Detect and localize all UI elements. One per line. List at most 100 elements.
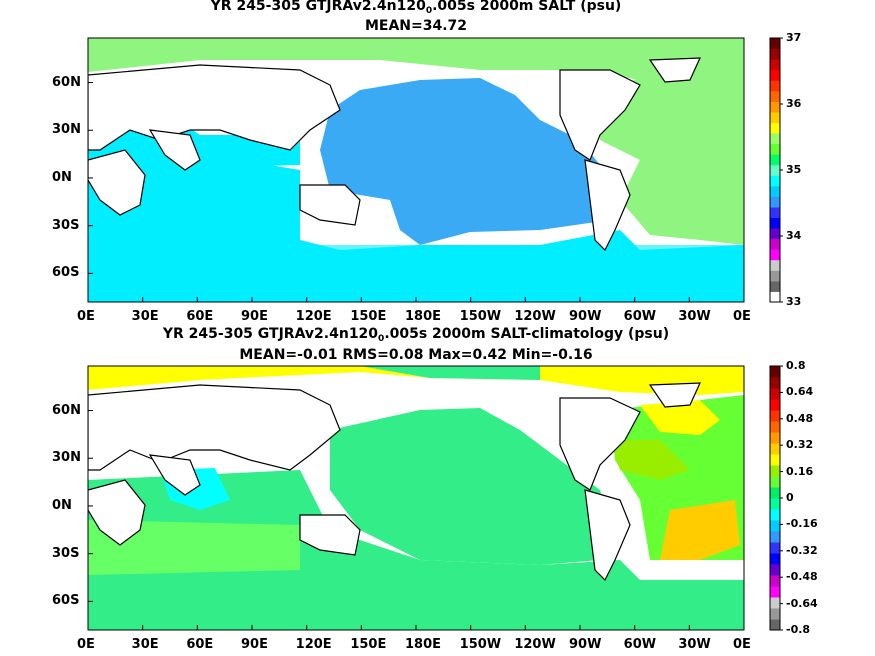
- chart1-colorbar-swatch: [770, 280, 780, 292]
- chart1-map: [88, 38, 744, 302]
- chart1-colorbar-label: 37: [786, 31, 802, 44]
- chart1-colorbar-swatch: [770, 164, 780, 176]
- chart2-colorbar-swatch: [770, 377, 780, 389]
- chart1-x-tick-label: 0E: [77, 309, 95, 324]
- chart2-colorbar-swatch: [770, 443, 780, 455]
- chart1-x-tick-label: 120W: [514, 309, 556, 324]
- chart1-x-tick-label: 30E: [131, 309, 159, 324]
- chart2-colorbar-swatch: [770, 586, 780, 598]
- chart1-colorbar-swatch: [770, 217, 780, 229]
- chart1-colorbar-swatch: [770, 111, 780, 123]
- chart2-colorbar-swatch: [770, 465, 780, 477]
- chart2-colorbar-swatch: [770, 432, 780, 444]
- chart1-x-tick-label: 150W: [459, 309, 502, 324]
- chart2-x-tick-label: 60W: [623, 637, 657, 652]
- chart2-x-tick-label: 120E: [295, 637, 332, 652]
- chart1-colorbar-swatch: [770, 133, 780, 145]
- chart2-colorbar-swatch: [770, 520, 780, 532]
- chart1-colorbar-swatch: [770, 270, 780, 282]
- chart2-x-tick-label: 60E: [186, 637, 214, 652]
- chart1-x-tick-label: 180E: [405, 309, 442, 324]
- chart2-y-tick-label: 0N: [52, 497, 72, 513]
- chart1-subtitle: MEAN=34.72: [364, 18, 468, 34]
- chart2-colorbar-label: -0.32: [786, 543, 818, 557]
- chart1-y-tick-label: 0N: [52, 169, 72, 185]
- chart2-colorbar-swatch: [770, 619, 780, 631]
- chart2-colorbar-swatch: [770, 454, 780, 466]
- chart1-colorbar-label: 34: [786, 229, 802, 242]
- chart1-x-tick-label: 150E: [350, 309, 387, 324]
- chart1-x-tick-label: 60E: [186, 309, 214, 324]
- chart1-colorbar-label: 36: [786, 97, 802, 110]
- chart2-x-tick-label: 0E: [77, 637, 95, 652]
- chart1-colorbar-swatch: [770, 175, 780, 187]
- chart1-x-tick-label: 0E: [733, 309, 751, 324]
- chart1-colorbar-swatch: [770, 48, 780, 60]
- chart2-colorbar-swatch: [770, 410, 780, 422]
- chart2-colorbar-swatch: [770, 564, 780, 576]
- chart1-y-tick-label: 30S: [52, 217, 80, 233]
- chart2-map: [88, 366, 744, 630]
- chart1-colorbar-swatch: [770, 101, 780, 113]
- chart2-colorbar-label: 0.64: [786, 385, 814, 399]
- chart1-colorbar-swatch: [770, 196, 780, 208]
- chart1-colorbar-swatch: [770, 259, 780, 271]
- chart1-y-tick-label: 30N: [52, 122, 81, 138]
- chart1-y-tick-label: 60S: [52, 265, 80, 281]
- chart2-colorbar-label: 0.16: [786, 464, 814, 478]
- chart2-colorbar-swatch: [770, 608, 780, 620]
- chart2-x-tick-label: 30E: [131, 637, 159, 652]
- chart2-colorbar-swatch: [770, 388, 780, 400]
- chart2-x-tick-label: 90W: [569, 637, 602, 652]
- chart2-colorbar-label: -0.16: [786, 517, 818, 531]
- chart2-colorbar-swatch: [770, 531, 780, 543]
- chart2-colorbar-swatch: [770, 509, 780, 521]
- chart1-colorbar-swatch: [770, 206, 780, 219]
- chart2-title: YR 245-305 GTJRAv2.4n1200.005s 2000m SAL…: [162, 326, 670, 344]
- chart2-colorbar-swatch: [770, 487, 780, 499]
- chart2-colorbar-swatch: [770, 476, 780, 488]
- chart1-colorbar-swatch: [770, 238, 780, 250]
- chart1-colorbar-swatch: [770, 38, 780, 50]
- chart1-x-tick-label: 90W: [569, 309, 602, 324]
- chart1-y-tick-label: 60N: [52, 74, 81, 90]
- chart1-title: YR 245-305 GTJRAv2.4n1200.005s 2000m SAL…: [210, 0, 622, 16]
- chart2-colorbar-label: -0.48: [786, 570, 818, 584]
- chart1-colorbar-swatch: [770, 228, 780, 240]
- chart1-colorbar-swatch: [770, 69, 780, 81]
- chart1-x-tick-label: 120E: [295, 309, 332, 324]
- chart2-colorbar-label: 0: [786, 491, 794, 504]
- chart1-colorbar-swatch: [770, 154, 780, 166]
- chart2-y-tick-label: 60S: [52, 593, 80, 609]
- chart2-colorbar-swatch: [770, 421, 780, 433]
- chart2-x-tick-label: 150W: [459, 637, 502, 652]
- chart2-colorbar-swatch: [770, 542, 780, 554]
- chart2-colorbar-swatch: [770, 597, 780, 609]
- chart1-colorbar-swatch: [770, 80, 780, 92]
- chart1-x-tick-label: 60W: [623, 309, 657, 324]
- chart1-x-tick-label: 30W: [678, 309, 711, 324]
- chart2-colorbar-label: -0.64: [786, 596, 818, 610]
- chart1-colorbar-swatch: [770, 90, 780, 102]
- chart2-x-tick-label: 90E: [241, 637, 268, 652]
- chart2-y-tick-label: 60N: [52, 402, 81, 418]
- chart1-colorbar-swatch: [770, 122, 780, 134]
- chart2-subtitle: MEAN=-0.01 RMS=0.08 Max=0.42 Min=-0.16: [239, 347, 593, 363]
- chart1-colorbar-swatch: [770, 143, 780, 155]
- chart2-colorbar-swatch: [770, 366, 780, 378]
- chart2-colorbar-swatch: [770, 575, 780, 587]
- chart1-colorbar-swatch: [770, 185, 780, 197]
- chart2-colorbar-label: 0.48: [786, 411, 814, 425]
- chart2-colorbar-label: -0.8: [786, 623, 811, 636]
- chart2-x-tick-label: 180E: [405, 637, 442, 652]
- chart2-x-tick-label: 120W: [514, 637, 556, 652]
- chart2-y-tick-label: 30N: [52, 450, 81, 466]
- chart2-x-tick-label: 150E: [350, 637, 387, 652]
- chart2-colorbar-label: 0.32: [786, 438, 814, 452]
- chart1-colorbar-label: 33: [786, 295, 802, 308]
- chart2-colorbar-label: 0.8: [786, 359, 806, 372]
- chart2-y-tick-label: 30S: [52, 545, 80, 561]
- chart2-x-tick-label: 0E: [733, 637, 751, 652]
- chart1-colorbar-label: 35: [786, 163, 802, 176]
